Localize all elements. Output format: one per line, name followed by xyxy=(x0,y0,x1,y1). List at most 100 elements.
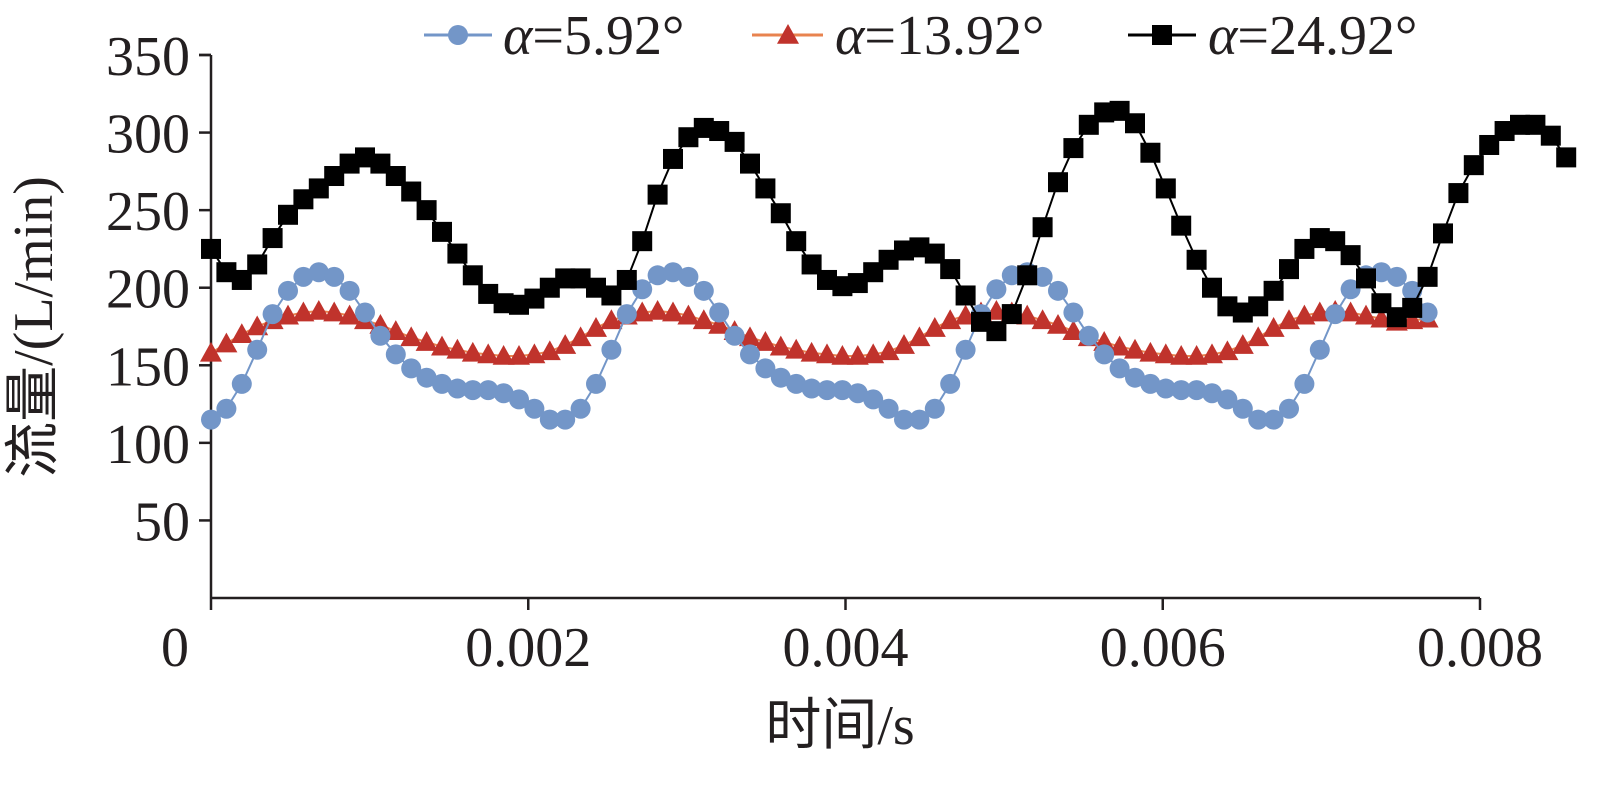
data-point xyxy=(693,117,714,138)
axes: 50 100 150 200 250 300 350 0 0.002 0.004 0.006 0.00… xyxy=(106,26,1543,679)
series-line xyxy=(210,109,1568,333)
data-point xyxy=(755,358,776,379)
legend-label: α=24.92° xyxy=(1208,5,1417,67)
data-point xyxy=(924,398,945,419)
data-point xyxy=(524,398,545,419)
data-point xyxy=(647,265,668,286)
data-point xyxy=(1140,373,1161,394)
data-point xyxy=(524,288,545,309)
data-point xyxy=(462,380,483,401)
data-point xyxy=(863,262,884,283)
data-point xyxy=(971,311,991,332)
data-point xyxy=(555,268,576,289)
data-point xyxy=(955,285,976,306)
data-point xyxy=(1185,344,1208,365)
x-tick-label: 0.002 xyxy=(465,617,591,679)
series-2 xyxy=(200,299,1439,365)
data-point xyxy=(555,409,576,430)
data-point xyxy=(278,204,298,225)
data-point xyxy=(770,367,791,388)
data-point xyxy=(493,293,514,314)
data-point xyxy=(1078,325,1099,346)
data-point xyxy=(940,259,961,280)
data-point xyxy=(1294,238,1315,259)
data-point xyxy=(355,302,375,323)
data-point xyxy=(215,332,238,353)
data-point xyxy=(632,231,653,252)
data-point xyxy=(878,398,899,419)
data-point xyxy=(1216,340,1239,361)
data-point xyxy=(1202,383,1222,404)
data-point xyxy=(1094,344,1115,365)
data-point xyxy=(924,243,945,264)
y-tick-label: 200 xyxy=(106,259,190,321)
data-point xyxy=(370,153,391,174)
data-point xyxy=(1540,125,1561,146)
data-point xyxy=(786,231,807,252)
data-point xyxy=(769,335,792,356)
legend-marker xyxy=(1152,25,1172,45)
data-point xyxy=(216,398,237,419)
data-point xyxy=(893,334,915,354)
data-point xyxy=(554,334,577,354)
data-point xyxy=(740,344,760,365)
data-point xyxy=(786,373,807,394)
data-point xyxy=(1155,378,1176,399)
data-point xyxy=(569,326,592,347)
data-point xyxy=(1093,331,1116,351)
series-1 xyxy=(201,262,1438,430)
data-point xyxy=(1279,259,1299,280)
data-point xyxy=(570,398,591,419)
data-point xyxy=(800,341,823,362)
data-point xyxy=(355,147,375,168)
data-point xyxy=(1448,183,1469,204)
data-point xyxy=(1109,358,1130,379)
data-point xyxy=(878,249,899,270)
data-point xyxy=(1279,398,1299,419)
y-tick-label: 250 xyxy=(106,181,190,243)
data-point xyxy=(1325,231,1346,252)
data-point xyxy=(461,341,484,362)
data-point xyxy=(432,373,452,394)
data-point xyxy=(894,240,914,261)
data-point xyxy=(677,304,700,325)
data-point xyxy=(1309,339,1330,360)
data-point xyxy=(324,266,345,287)
data-point xyxy=(585,317,607,337)
data-point xyxy=(1494,121,1515,142)
data-point xyxy=(847,273,868,294)
data-point xyxy=(1463,155,1484,176)
data-point xyxy=(1186,249,1207,270)
data-point xyxy=(201,238,221,259)
data-point xyxy=(370,325,391,346)
data-point xyxy=(832,276,853,297)
data-point xyxy=(307,299,330,320)
data-point xyxy=(338,304,361,325)
data-point xyxy=(1047,313,1069,334)
data-point xyxy=(539,277,560,298)
data-point xyxy=(724,131,745,152)
data-point xyxy=(1248,409,1269,430)
data-point xyxy=(662,301,684,322)
data-point xyxy=(1109,100,1130,121)
data-point xyxy=(739,326,761,347)
data-point xyxy=(1417,266,1438,287)
data-point xyxy=(1032,266,1053,287)
data-point xyxy=(401,358,422,379)
data-point xyxy=(1308,301,1331,322)
data-point xyxy=(1510,114,1530,135)
data-point xyxy=(801,254,822,275)
data-point xyxy=(647,184,668,205)
y-tick-label: 150 xyxy=(106,336,190,398)
legend-label: α=5.92° xyxy=(503,5,684,67)
data-point xyxy=(478,283,499,304)
data-point xyxy=(1032,217,1053,238)
series-layer xyxy=(200,100,1577,430)
legend-item: α=5.92° xyxy=(424,5,684,67)
data-point xyxy=(278,280,298,301)
data-point xyxy=(1355,304,1377,325)
data-point xyxy=(385,344,406,365)
data-point xyxy=(1433,223,1453,244)
data-point xyxy=(201,409,221,430)
data-point xyxy=(262,304,283,325)
